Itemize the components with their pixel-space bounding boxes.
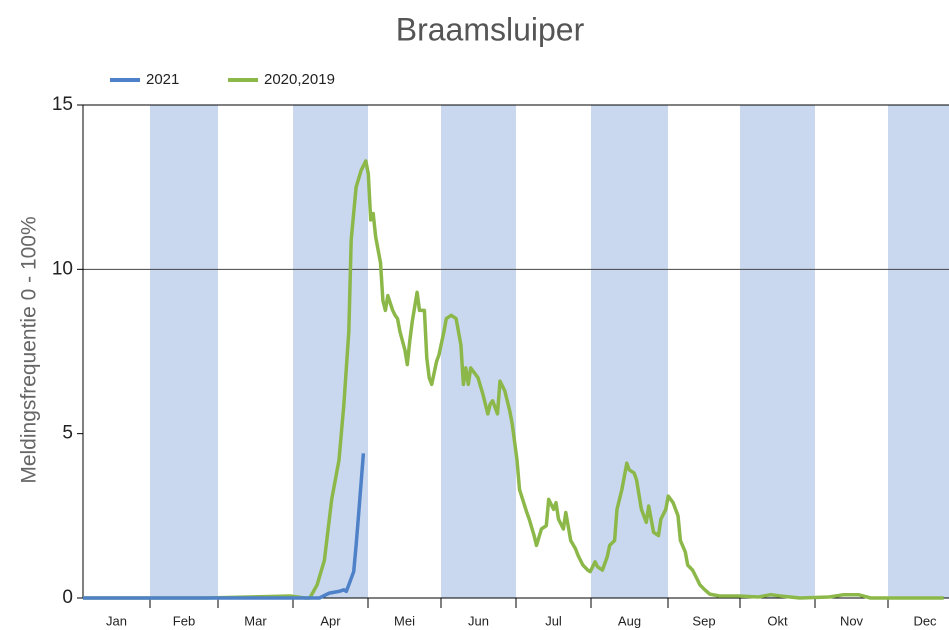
x-tick-label: Jan bbox=[106, 613, 127, 628]
x-tick-label: Jul bbox=[545, 613, 562, 628]
x-tick-label: Mei bbox=[394, 613, 415, 628]
month-band bbox=[888, 105, 949, 598]
x-tick-label: Apr bbox=[320, 613, 341, 628]
legend-label: 2021 bbox=[146, 71, 179, 88]
x-tick-label: Nov bbox=[840, 613, 864, 628]
x-tick-label: Mar bbox=[244, 613, 267, 628]
x-tick-label: Sep bbox=[692, 613, 715, 628]
x-tick-label: Okt bbox=[767, 613, 788, 628]
month-band bbox=[740, 105, 815, 598]
x-tick-label: Jun bbox=[468, 613, 489, 628]
legend-label: 2020,2019 bbox=[264, 71, 335, 88]
x-tick-label: Dec bbox=[913, 613, 937, 628]
chart-title: Braamsluiper bbox=[396, 11, 585, 47]
y-tick-label: 10 bbox=[52, 258, 73, 279]
x-tick-label: Aug bbox=[618, 613, 641, 628]
y-axis-label: Meldingsfrequentie 0 - 100% bbox=[18, 216, 41, 483]
y-tick-label: 0 bbox=[62, 587, 73, 608]
line-series bbox=[83, 453, 366, 600]
y-tick-label: 5 bbox=[62, 423, 73, 444]
y-tick-label: 15 bbox=[52, 94, 73, 115]
month-band bbox=[441, 105, 516, 598]
line-series bbox=[83, 159, 944, 600]
x-tick-label: Feb bbox=[173, 613, 195, 628]
month-band bbox=[150, 105, 218, 598]
month-band bbox=[591, 105, 668, 598]
